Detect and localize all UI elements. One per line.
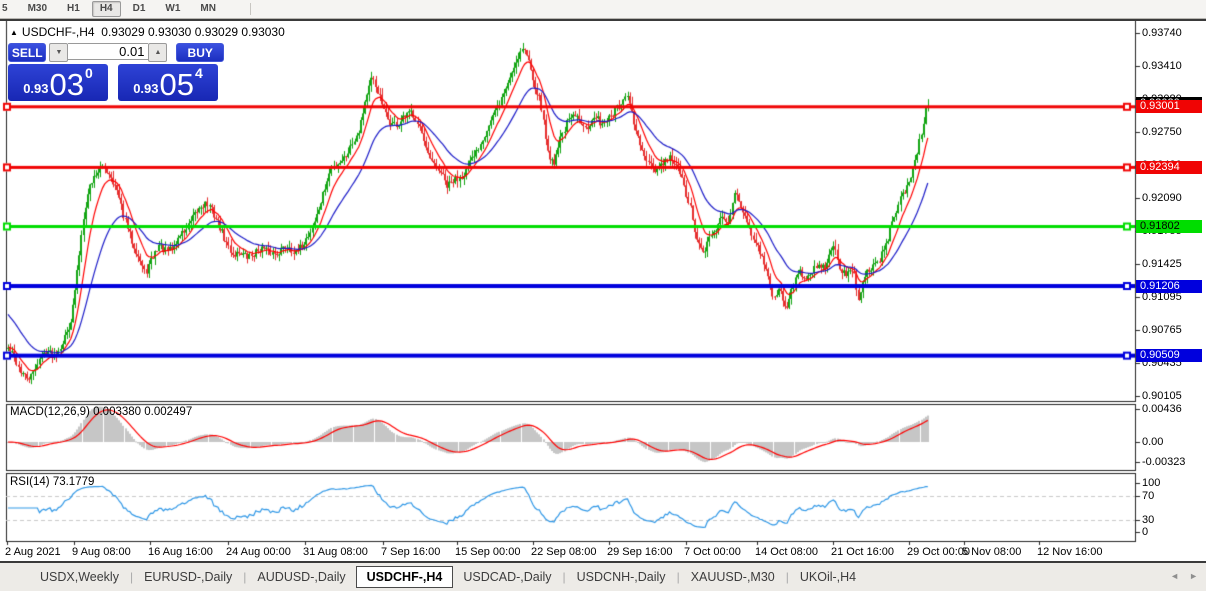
sell-price-prefix: 0.93: [23, 81, 49, 96]
buy-button[interactable]: BUY: [176, 43, 224, 62]
chart-tab-bar: USDX,Weekly | EURUSD-,Daily | AUDUSD-,Daily U…: [0, 563, 1206, 591]
tab-scroll-right-button[interactable]: ►: [1189, 571, 1198, 581]
macd-indicator-label: MACD(12,26,9) 0.003380 0.002497: [10, 406, 193, 418]
buy-price-prefix: 0.93: [133, 81, 159, 96]
chart-title: ▲ USDCHF-,H4 0.93029 0.93030 0.93029 0.93…: [10, 25, 285, 39]
date-tick-label: 22 Sep 08:00: [531, 546, 597, 558]
chevron-up-icon: ▲: [154, 49, 162, 56]
rsi-indicator-label: RSI(14) 73.1779: [10, 476, 95, 488]
indicator-tick-label: -0.00323: [1142, 456, 1186, 468]
one-click-trading-panel: SELL ▼ ▲ BUY 0.93 03 0 0.93 05 4: [8, 43, 224, 101]
sell-price-display[interactable]: 0.93 03 0: [8, 64, 108, 101]
price-tick-label: 0.91095: [1142, 291, 1182, 304]
chart-tab-xauusd-m30[interactable]: XAUUSD-,M30: [690, 570, 775, 584]
chart-tab-ukoil-h4[interactable]: UKOil-,H4: [799, 570, 857, 584]
date-tick-label: 21 Oct 16:00: [831, 546, 894, 558]
buy-price-pip: 4: [195, 65, 203, 81]
chart-tab-eurusd-daily[interactable]: EURUSD-,Daily: [144, 570, 233, 584]
timeframe-button-d1[interactable]: D1: [132, 3, 146, 14]
price-tick-label: 0.93410: [1142, 59, 1182, 72]
price-tick-label: 0.92750: [1142, 125, 1182, 138]
date-tick-label: 15 Sep 00:00: [455, 546, 521, 558]
chart-ohlc-values: 0.93029 0.93030 0.93029 0.93030: [101, 25, 285, 39]
indicator-tick-label: 0.00436: [1142, 403, 1182, 415]
chart-tab-usdcad-daily[interactable]: USDCAD-,Daily: [463, 570, 552, 584]
price-tick-label: 0.93740: [1142, 27, 1182, 39]
indicator-tick-label: 0: [1142, 526, 1149, 538]
tab-scroll-arrows: ◄ ►: [1170, 570, 1198, 582]
indicator-tick-label: 100: [1142, 477, 1161, 489]
tab-separator: |: [243, 570, 247, 584]
date-tick-label: 31 Aug 08:00: [303, 546, 368, 558]
volume-down-button[interactable]: ▼: [49, 43, 69, 62]
horizontal-line-price-label[interactable]: 0.93001: [1136, 100, 1202, 114]
date-tick-label: 16 Aug 16:00: [148, 546, 213, 558]
timeframe-button-mn[interactable]: MN: [200, 3, 216, 14]
chevron-down-icon: ▼: [55, 49, 63, 56]
timeframe-button-h4[interactable]: H4: [91, 1, 121, 17]
title-triangle-icon: ▲: [10, 28, 18, 37]
sell-price-main: 03: [49, 67, 84, 102]
timeframe-button-m30[interactable]: M30: [27, 3, 48, 14]
tab-separator: |: [785, 570, 789, 584]
volume-stepper: ▼ ▲: [49, 43, 168, 62]
date-tick-label: 29 Oct 00:00: [907, 546, 970, 558]
chart-tab-usdchf-h4[interactable]: USDCHF-,H4: [355, 566, 454, 588]
chart-symbol-period: USDCHF-,H4: [21, 25, 95, 39]
date-tick-label: 14 Oct 08:00: [755, 546, 818, 558]
timeframe-button-w1[interactable]: W1: [165, 3, 181, 14]
tab-separator: |: [129, 570, 134, 584]
date-tick-label: 7 Sep 16:00: [381, 546, 441, 558]
indicator-tick-label: 70: [1142, 490, 1155, 502]
volume-input[interactable]: [68, 43, 149, 60]
timeframe-button-5[interactable]: 5: [2, 3, 8, 14]
date-tick-label: 7 Oct 00:00: [684, 546, 741, 558]
date-tick-label: 12 Nov 16:00: [1037, 546, 1103, 558]
buy-price-main: 05: [159, 67, 194, 102]
chart-tab-usdx-weekly[interactable]: USDX,Weekly: [40, 570, 119, 584]
timeframe-toolbar: 5 M30 H1 H4 D1 W1 MN: [0, 0, 1206, 19]
tab-separator: |: [562, 570, 566, 584]
date-tick-label: 5 Nov 08:00: [962, 546, 1022, 558]
price-tick-label: 0.90105: [1142, 389, 1182, 402]
toolbar-separator: [249, 3, 251, 15]
tab-scroll-left-button[interactable]: ◄: [1170, 571, 1180, 581]
horizontal-line-price-label[interactable]: 0.91802: [1136, 220, 1202, 234]
timeframe-button-h1[interactable]: H1: [67, 3, 80, 14]
horizontal-line-price-label[interactable]: 0.90509: [1136, 349, 1202, 363]
tab-separator: |: [676, 570, 680, 584]
date-tick-label: 24 Aug 00:00: [226, 546, 291, 558]
volume-up-button[interactable]: ▲: [148, 43, 168, 62]
date-tick-label: 9 Aug 08:00: [72, 546, 131, 558]
sell-button[interactable]: SELL: [8, 43, 47, 62]
date-tick-label: 29 Sep 16:00: [607, 546, 673, 558]
indicator-tick-label: 0.00: [1142, 436, 1164, 448]
chart-window-top-border: [0, 19, 1206, 21]
chart-tab-audusd-daily[interactable]: AUDUSD-,Daily: [257, 570, 346, 584]
indicator-tick-label: 30: [1142, 514, 1155, 526]
sell-price-pip: 0: [85, 65, 93, 81]
price-tick-label: 0.90765: [1142, 324, 1182, 337]
horizontal-line-price-label[interactable]: 0.92394: [1136, 160, 1202, 174]
buy-price-display[interactable]: 0.93 05 4: [118, 64, 218, 101]
chart-window-bottom-border: [0, 561, 1206, 563]
horizontal-line-price-label[interactable]: 0.91206: [1136, 279, 1202, 293]
chart-tab-usdcnh-daily[interactable]: USDCNH-,Daily: [576, 570, 666, 584]
date-tick-label: 2 Aug 2021: [5, 546, 61, 558]
price-tick-label: 0.92090: [1142, 191, 1182, 204]
price-tick-label: 0.91425: [1142, 258, 1182, 271]
